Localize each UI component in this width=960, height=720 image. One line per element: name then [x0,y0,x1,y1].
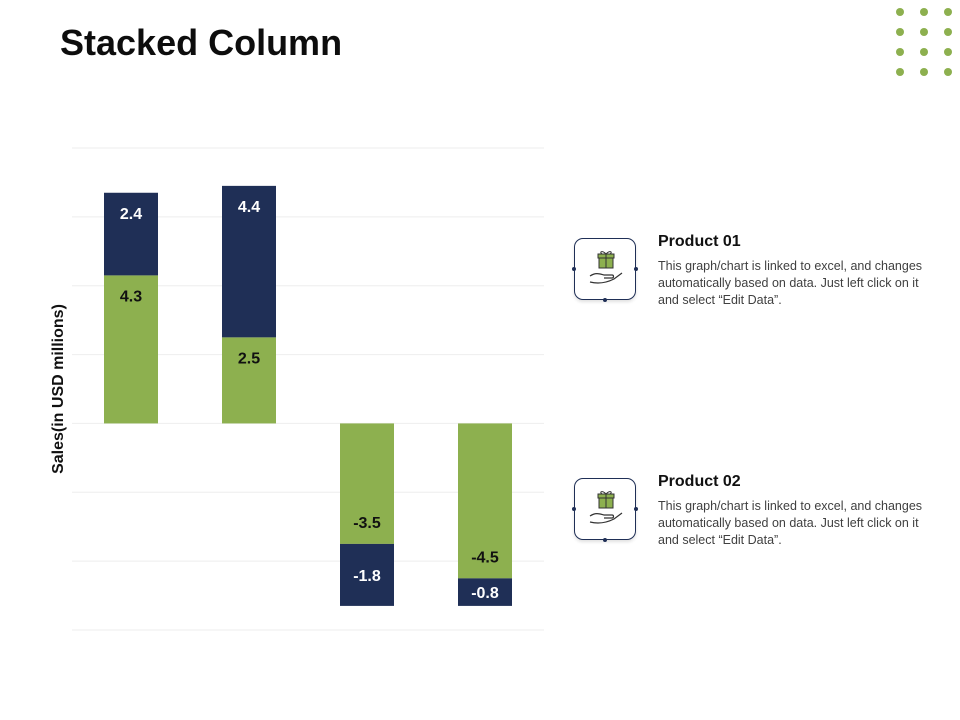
bar-segment-series-1[interactable] [222,337,276,424]
decor-dot [944,28,952,36]
y-axis-title: Sales(in USD millions) [50,304,67,474]
bar-segment-series-2[interactable] [340,543,394,606]
decorative-dot-grid [890,2,960,82]
data-label: 2.5 [238,350,260,367]
bar-segment-series-2[interactable] [104,192,158,276]
decor-dot [920,68,928,76]
legend-description: This graph/chart is linked to excel, and… [658,499,923,547]
gift-hand-icon [572,238,638,302]
decor-dot [920,28,928,36]
gift-hand-icon [572,478,638,542]
decor-dot [896,8,904,16]
bar-segment-series-1[interactable] [104,275,158,424]
bar-segment-series-2[interactable] [222,185,276,338]
decor-dot [944,48,952,56]
decor-dot [944,68,952,76]
legend-description: This graph/chart is linked to excel, and… [658,259,923,307]
data-label: -1.8 [353,568,381,585]
data-label: 4.4 [238,199,260,216]
data-label: 4.3 [120,288,142,305]
bar-segment-series-1[interactable] [458,423,512,579]
decor-dot [896,48,904,56]
stacked-column-chart[interactable]: Sales(in USD millions) 4.3 2.4 2.5 4.4 -3.5 -1… [0,0,560,720]
decor-dot [920,48,928,56]
data-label: -3.5 [353,515,381,532]
data-label: -4.5 [471,549,499,566]
decor-dot [920,8,928,16]
legend-name: Product 01 [658,233,741,250]
decor-dot [896,28,904,36]
decor-dot [944,8,952,16]
bar-segment-series-1[interactable] [340,423,394,544]
data-label: 2.4 [120,206,142,223]
page-title: Stacked Column [60,22,343,63]
decor-dot [896,68,904,76]
bar-segment-series-2[interactable] [458,578,512,606]
data-label: -0.8 [471,585,499,602]
legend-name: Product 02 [658,473,741,490]
